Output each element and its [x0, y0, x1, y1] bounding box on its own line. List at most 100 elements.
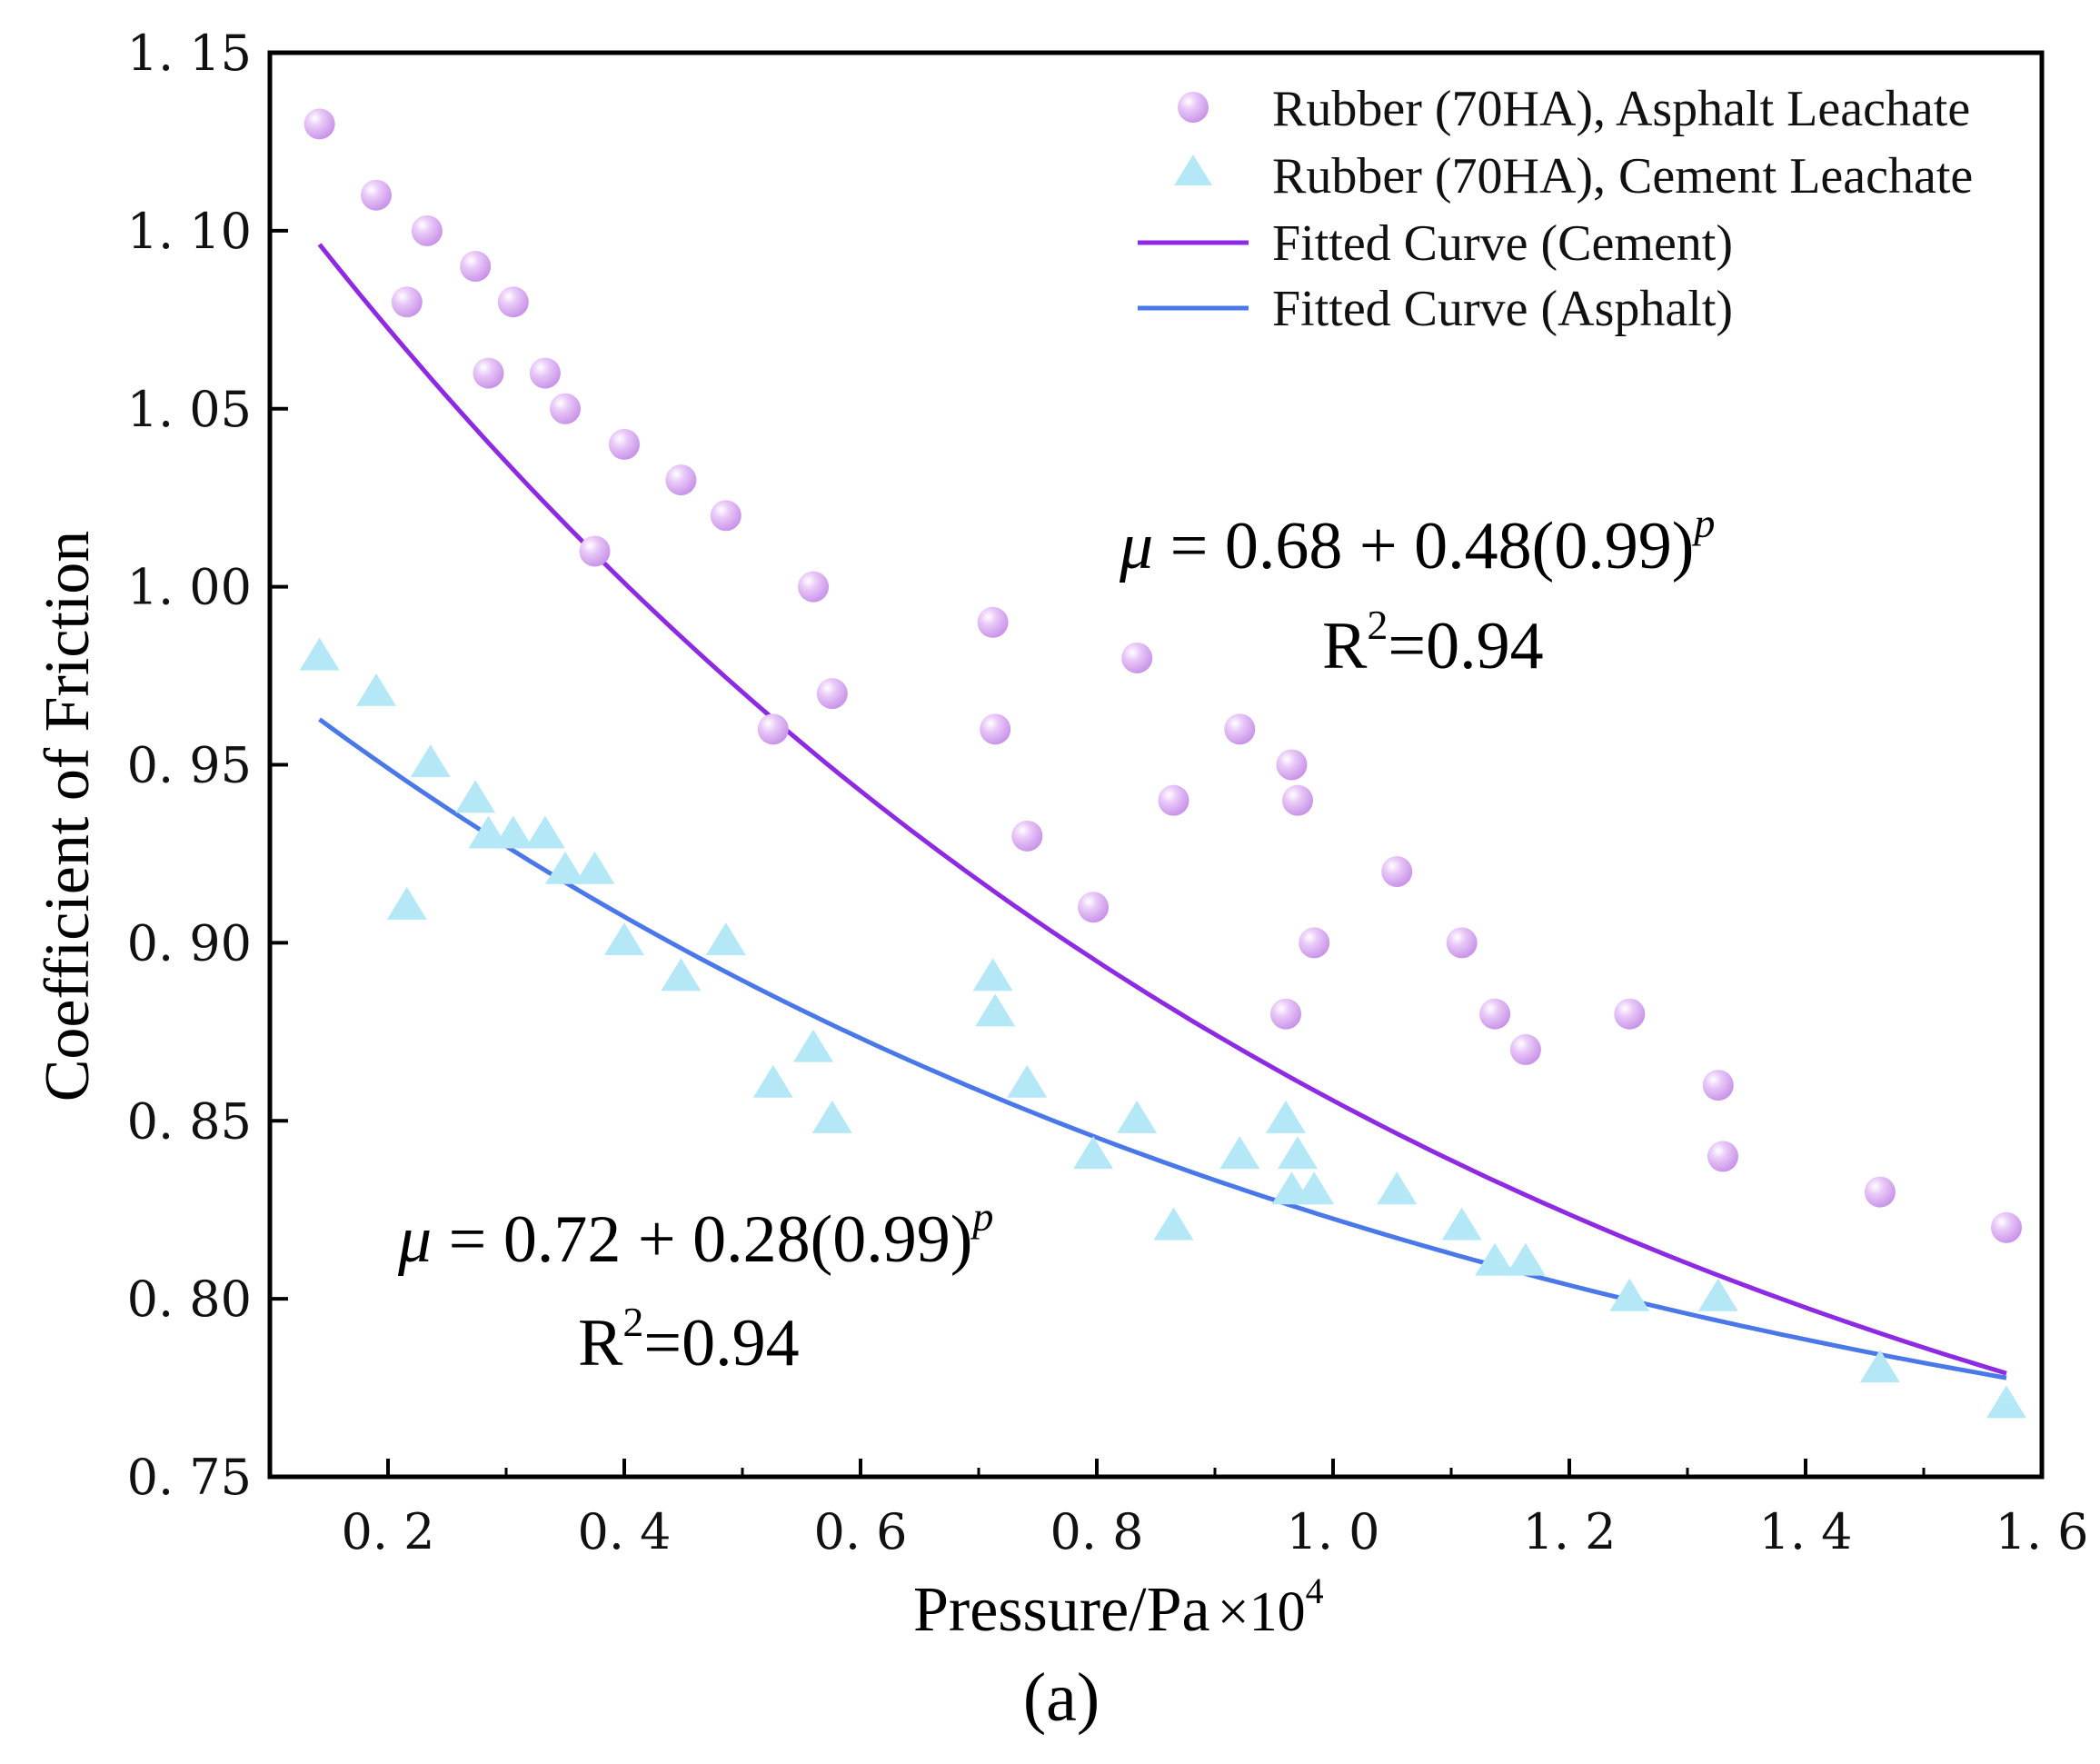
x-axis-title-text: Pressure/Pa [913, 1575, 1210, 1645]
y-tick-label: 1. 00 [127, 559, 252, 616]
cement-point [1278, 1136, 1318, 1170]
r2-upper-val: =0.94 [1388, 609, 1543, 683]
x-axis-title: Pressure/Pa ×104 [913, 1570, 1324, 1645]
asphalt-point [816, 678, 848, 710]
cement-point [811, 1100, 852, 1133]
cement-point [1219, 1136, 1260, 1170]
cement-point [1266, 1100, 1306, 1133]
asphalt-point [1702, 1070, 1734, 1101]
asphalt-point [980, 713, 1011, 745]
equation-lower-body: = 0.72 + 0.28(0.99) [432, 1202, 972, 1277]
asphalt-point [1276, 749, 1308, 781]
r2-lower-sup: 2 [622, 1299, 643, 1345]
legend-marker-cement [1174, 154, 1212, 185]
equation-upper-exp: p [1691, 500, 1715, 546]
y-tick-label: 1. 05 [127, 381, 252, 438]
x-tick-label: 0. 8 [1050, 1503, 1143, 1560]
equation-lower-exp: p [970, 1193, 993, 1240]
equation-upper-mu: μ [1119, 509, 1153, 583]
asphalt-point [977, 606, 1009, 638]
cement-point [1609, 1278, 1650, 1311]
asphalt-point [1078, 892, 1110, 923]
axis-ticks: 0. 2 0. 4 0. 6 0. 8 1. 0 1. 2 1. 4 1. 6 0. 75 0. … [127, 25, 2089, 1560]
cement-point [1505, 1242, 1546, 1276]
asphalt-point [460, 251, 492, 283]
equation-upper-body: = 0.68 + 0.48(0.99) [1153, 509, 1694, 583]
asphalt-point [710, 500, 741, 532]
y-tick-label: 1. 15 [127, 25, 252, 82]
equation-lower: μ = 0.72 + 0.28(0.99)p R2=0.94 [397, 1193, 993, 1380]
legend-label-cement: Rubber (70HA), Cement Leachate [1272, 148, 1973, 204]
cement-point [752, 1064, 793, 1098]
asphalt-point [609, 428, 640, 460]
x-tick-label: 1. 0 [1286, 1503, 1379, 1560]
y-axis-title: Coefficient of Friction [33, 531, 103, 1102]
asphalt-point [1282, 784, 1313, 816]
x-tick-label: 0. 4 [577, 1503, 671, 1560]
legend-label-asphalt: Rubber (70HA), Asphalt Leachate [1272, 81, 1970, 137]
asphalt-point [1224, 713, 1256, 745]
legend: Rubber (70HA), Asphalt Leachate Rubber (… [1138, 81, 1973, 337]
cement-point [1441, 1207, 1482, 1241]
r2-upper-sup: 2 [1367, 602, 1388, 648]
cement-point [972, 958, 1013, 992]
asphalt-point [1479, 998, 1511, 1030]
asphalt-point [1158, 784, 1189, 816]
y-tick-label: 0. 80 [127, 1271, 252, 1328]
x-axis-multiplier: ×10 [1218, 1581, 1306, 1643]
y-tick-label: 0. 90 [127, 914, 252, 972]
legend-marker-asphalt [1178, 92, 1209, 123]
asphalt-point [798, 571, 829, 603]
asphalt-point [473, 357, 504, 389]
asphalt-point [361, 179, 392, 211]
equation-lower-mu: μ [397, 1202, 432, 1277]
asphalt-point [411, 214, 443, 246]
r2-lower: R2=0.94 [578, 1299, 800, 1380]
asphalt-point [1509, 1033, 1541, 1065]
asphalt-point [665, 464, 697, 496]
x-axis-exponent: 4 [1306, 1570, 1324, 1611]
y-tick-label: 0. 95 [127, 737, 252, 794]
equation-upper-text: μ = 0.68 + 0.48(0.99)p [1119, 500, 1715, 583]
r2-lower-val: =0.94 [643, 1306, 799, 1380]
y-tick-label: 1. 10 [127, 203, 252, 260]
cement-point [1986, 1385, 2026, 1419]
cement-point [793, 1029, 833, 1062]
cement-point [604, 922, 644, 956]
x-tick-label: 0. 2 [341, 1503, 434, 1560]
cement-point [661, 958, 702, 992]
asphalt-point [1121, 642, 1153, 673]
equation-upper: μ = 0.68 + 0.48(0.99)p R2=0.94 [1119, 500, 1715, 683]
r2-upper-r: R [1322, 609, 1368, 683]
asphalt-point [304, 108, 335, 140]
fit-curve [318, 717, 2007, 1380]
cement-point [356, 673, 396, 706]
x-tick-label: 0. 6 [813, 1503, 907, 1560]
cement-point [1859, 1350, 1900, 1383]
x-tick-label: 1. 2 [1522, 1503, 1616, 1560]
r2-lower-r: R [578, 1306, 623, 1380]
asphalt-point [1614, 998, 1646, 1030]
asphalt-point [550, 393, 581, 424]
y-tick-label: 0. 85 [127, 1092, 252, 1150]
cement-point [1294, 1171, 1335, 1205]
plot-frame [267, 50, 2045, 1480]
cement-point [1377, 1171, 1418, 1205]
cement-point [1117, 1100, 1158, 1133]
cement-point [410, 744, 451, 778]
y-tick-label: 0. 75 [127, 1449, 252, 1506]
data-points [299, 108, 2026, 1419]
asphalt-point [1270, 998, 1301, 1030]
cement-point [975, 993, 1016, 1027]
equation-lower-text: μ = 0.72 + 0.28(0.99)p [397, 1193, 993, 1277]
cement-point [1073, 1136, 1114, 1170]
asphalt-point [757, 713, 789, 745]
asphalt-point [529, 357, 561, 389]
cement-point [524, 815, 565, 849]
cement-point [574, 851, 615, 884]
cement-point [455, 780, 496, 813]
asphalt-point [1011, 820, 1043, 852]
asphalt-point [1446, 927, 1478, 959]
asphalt-point [1381, 856, 1413, 888]
asphalt-point [1299, 927, 1330, 959]
